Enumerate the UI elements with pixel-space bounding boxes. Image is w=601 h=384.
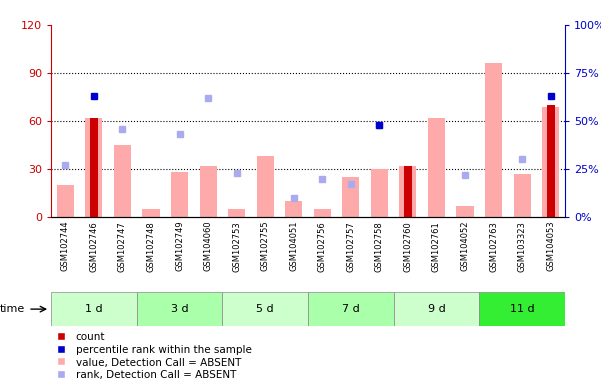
Text: 9 d: 9 d: [427, 304, 445, 314]
Bar: [142, 209, 159, 217]
Bar: [404, 166, 412, 217]
Text: 11 d: 11 d: [510, 304, 534, 314]
Text: 1 d: 1 d: [85, 304, 103, 314]
Text: GSM104053: GSM104053: [546, 221, 555, 271]
Bar: [485, 63, 502, 217]
Text: GSM102760: GSM102760: [403, 221, 412, 271]
Bar: [222, 292, 308, 326]
Text: 3 d: 3 d: [171, 304, 188, 314]
Text: GSM102761: GSM102761: [432, 221, 441, 271]
Bar: [547, 105, 555, 217]
Text: GSM102746: GSM102746: [90, 221, 99, 271]
Text: GSM102763: GSM102763: [489, 221, 498, 271]
Text: GSM102749: GSM102749: [175, 221, 184, 271]
Bar: [342, 177, 359, 217]
Text: GSM102757: GSM102757: [346, 221, 355, 271]
Bar: [479, 292, 565, 326]
Legend: count, percentile rank within the sample, value, Detection Call = ABSENT, rank, : count, percentile rank within the sample…: [55, 332, 251, 380]
Bar: [200, 166, 216, 217]
Text: time: time: [0, 304, 25, 314]
Bar: [228, 209, 245, 217]
Bar: [136, 292, 222, 326]
Text: GSM104051: GSM104051: [289, 221, 298, 271]
Bar: [285, 201, 302, 217]
Text: GSM104060: GSM104060: [204, 221, 213, 271]
Bar: [371, 169, 388, 217]
Bar: [314, 209, 331, 217]
Text: GSM102744: GSM102744: [61, 221, 70, 271]
Bar: [308, 292, 394, 326]
Bar: [85, 118, 102, 217]
Bar: [257, 156, 273, 217]
Text: GSM102747: GSM102747: [118, 221, 127, 271]
Bar: [513, 174, 531, 217]
Text: GSM102756: GSM102756: [318, 221, 327, 271]
Text: 7 d: 7 d: [342, 304, 360, 314]
Bar: [171, 172, 188, 217]
Bar: [542, 107, 559, 217]
Text: GSM102755: GSM102755: [261, 221, 270, 271]
Bar: [56, 185, 74, 217]
Text: GSM104052: GSM104052: [460, 221, 469, 271]
Text: GSM103323: GSM103323: [517, 221, 526, 271]
Bar: [51, 292, 136, 326]
Text: GSM102748: GSM102748: [147, 221, 156, 271]
Bar: [456, 206, 474, 217]
Text: GSM102753: GSM102753: [232, 221, 241, 271]
Bar: [90, 118, 98, 217]
Bar: [399, 166, 416, 217]
Text: GSM102758: GSM102758: [375, 221, 384, 271]
Text: 5 d: 5 d: [257, 304, 274, 314]
Bar: [394, 292, 479, 326]
Bar: [114, 145, 131, 217]
Bar: [428, 118, 445, 217]
